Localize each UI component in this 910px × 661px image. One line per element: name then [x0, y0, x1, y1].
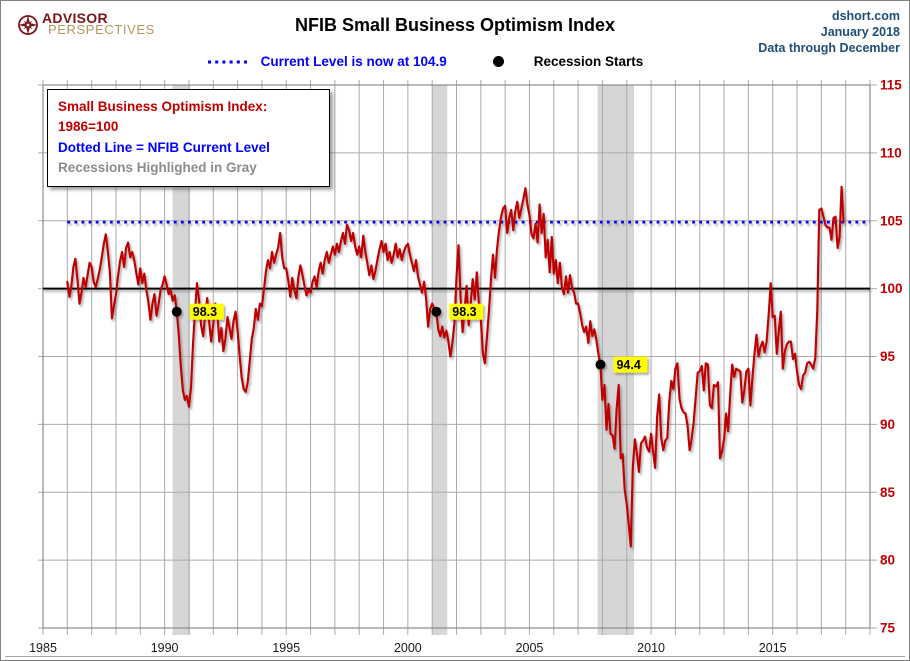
series-group: 98.3 98.3 94.4	[43, 185, 870, 548]
y-axis-tick-label: 100	[880, 281, 903, 296]
recession-starts-label: Recession Starts	[533, 54, 644, 69]
compass-icon	[18, 15, 38, 35]
recession-start-dot	[431, 306, 442, 317]
x-axis-tick-label: 2010	[637, 641, 665, 655]
current-level-label: Current Level is now at 104.9	[260, 54, 447, 69]
x-axis-tick-label: 1995	[272, 641, 300, 655]
marker-label: 98.3	[452, 305, 476, 319]
advisor-perspectives-logo: ADVISOR PERSPECTIVES	[17, 10, 155, 38]
top-legend-row: Current Level is now at 104.9 Recession …	[1, 54, 849, 69]
marker-label-bg	[449, 303, 484, 320]
x-axis-tick-label: 1990	[151, 641, 179, 655]
y-axis-tick-label: 95	[880, 349, 896, 364]
legend-recession-label: Recessions Highlighed in Gray	[58, 159, 257, 175]
source-date: January 2018	[820, 25, 900, 39]
source-block: dshort.com January 2018 Data through Dec…	[758, 8, 900, 56]
marker-label: 98.3	[193, 305, 217, 319]
plot-frame	[42, 84, 871, 629]
optimism-series-line	[66, 185, 845, 548]
y-axis-tick-label: 80	[880, 553, 895, 568]
legend-series-label: Small Business Optimism Index: 1986=100	[58, 99, 268, 135]
marker-label-bg	[189, 303, 224, 320]
y-axis-tick-label: 75	[880, 621, 896, 636]
chart-legend-box: Small Business Optimism Index: 1986=100 …	[47, 89, 330, 187]
recession-dot-icon	[492, 56, 504, 67]
marker-label-bg	[613, 356, 648, 373]
page-title: NFIB Small Business Optimism Index	[294, 15, 616, 35]
y-axis-tick-label: 90	[880, 417, 895, 432]
x-axis-tick-label: 2005	[516, 641, 544, 655]
x-axis-tick-label: 2015	[759, 641, 787, 655]
x-axis-tick-label: 2000	[394, 641, 422, 655]
x-axis-tick-label: 1985	[29, 641, 57, 655]
y-axis-tick-label: 115	[880, 78, 902, 93]
logo-line1: ADVISOR	[42, 10, 108, 26]
y-axis-tick-label: 105	[880, 213, 903, 228]
legend-dotted-label: Dotted Line = NFIB Current Level	[58, 139, 270, 155]
y-axis-tick-label: 110	[880, 145, 902, 160]
source-site: dshort.com	[831, 9, 900, 23]
bottom-divider	[5, 656, 905, 657]
recession-band	[432, 85, 448, 635]
source-coverage: Data through December	[758, 41, 900, 55]
logo-line2: PERSPECTIVES	[48, 22, 155, 38]
recession-start-dot	[595, 359, 606, 370]
logo-text: ADVISOR PERSPECTIVES	[42, 10, 155, 38]
y-axis-tick-label: 85	[880, 485, 896, 500]
recession-start-dot	[171, 306, 182, 317]
marker-label: 94.4	[616, 358, 640, 372]
